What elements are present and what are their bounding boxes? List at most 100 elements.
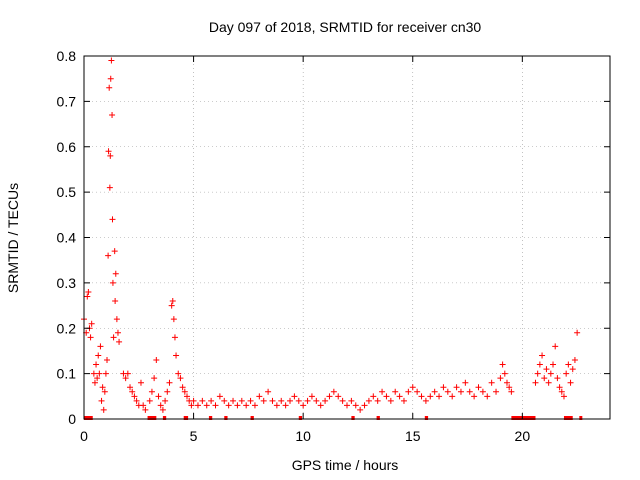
data-point [497, 375, 504, 382]
data-point [199, 397, 206, 404]
data-point [499, 361, 506, 368]
data-point [387, 397, 394, 404]
data-point [475, 384, 482, 391]
data-point [558, 388, 565, 395]
data-point [273, 402, 280, 409]
data-point [105, 148, 112, 155]
data-point [111, 248, 118, 255]
data-point [574, 329, 581, 336]
data-point [109, 279, 116, 286]
data-point [116, 338, 123, 345]
data-point [162, 397, 169, 404]
data-point [506, 384, 513, 391]
data-point [571, 357, 578, 364]
data-point [414, 388, 421, 395]
data-point [357, 406, 364, 413]
data-point [127, 384, 134, 391]
y-tick-label: 0.7 [57, 93, 77, 109]
data-point [308, 393, 315, 400]
y-axis-label: SRMTID / TECUs [5, 183, 21, 293]
x-axis-label: GPS time / hours [292, 457, 399, 473]
data-point [109, 111, 116, 118]
data-point [157, 402, 164, 409]
data-point [352, 402, 359, 409]
data-points [81, 57, 581, 413]
data-point [543, 366, 550, 373]
data-point [488, 379, 495, 386]
data-point [534, 370, 541, 377]
data-point [243, 402, 250, 409]
data-point [344, 402, 350, 409]
data-point [550, 361, 557, 368]
data-point [260, 397, 267, 404]
data-point [326, 393, 333, 400]
data-point [278, 397, 285, 404]
data-point [300, 402, 307, 409]
data-point [168, 302, 175, 309]
data-point [418, 393, 425, 400]
y-tick-label: 0.1 [57, 366, 77, 382]
data-point [107, 75, 114, 82]
data-point [112, 270, 119, 277]
data-point [106, 84, 113, 91]
data-point [153, 357, 160, 364]
y-tick-label: 0.6 [57, 139, 77, 155]
data-point [101, 388, 108, 395]
data-point [295, 397, 302, 404]
data-point [155, 393, 162, 400]
axis-ticks: 0 0.1 0.2 0.3 0.4 0.5 0.6 0.7 0.8 0 5 10 15 20 [57, 48, 610, 444]
data-point [177, 375, 184, 382]
data-point [95, 352, 102, 359]
data-point [449, 393, 456, 400]
data-point [166, 379, 173, 386]
data-point [556, 384, 563, 391]
data-point [400, 397, 407, 404]
data-point [90, 370, 97, 377]
data-point [361, 402, 368, 409]
data-point [124, 370, 131, 377]
y-tick-label: 0.5 [57, 184, 77, 200]
data-point [98, 397, 105, 404]
data-point [114, 329, 121, 336]
data-point [422, 397, 429, 404]
data-point [405, 388, 412, 395]
data-point [234, 402, 241, 409]
data-point [304, 397, 311, 404]
data-point [171, 334, 178, 341]
data-point [88, 320, 95, 327]
x-tick-label: 20 [515, 428, 531, 444]
data-point [503, 379, 510, 386]
data-point [99, 384, 106, 391]
data-point [190, 397, 197, 404]
data-point [175, 370, 182, 377]
data-point [146, 397, 153, 404]
data-point [370, 393, 377, 400]
x-tick-label: 0 [80, 428, 88, 444]
data-point [313, 397, 320, 404]
data-point [335, 393, 342, 400]
data-point [84, 293, 91, 300]
data-point [484, 393, 491, 400]
data-point [133, 397, 140, 404]
x-tick-label: 10 [295, 428, 311, 444]
data-point [493, 388, 500, 395]
data-point [409, 384, 416, 391]
data-point [287, 397, 294, 404]
data-point [104, 357, 111, 364]
data-point [122, 375, 129, 382]
data-point [563, 370, 570, 377]
data-point [317, 402, 324, 409]
data-point [107, 152, 114, 159]
data-point [539, 352, 546, 359]
y-tick-label: 0.2 [57, 320, 77, 336]
data-point [203, 402, 210, 409]
data-point [501, 370, 508, 377]
data-point [159, 406, 166, 413]
data-point [536, 361, 543, 368]
data-point [453, 384, 460, 391]
data-point [208, 397, 215, 404]
data-point [565, 361, 572, 368]
data-point [339, 397, 346, 404]
data-point [282, 402, 289, 409]
